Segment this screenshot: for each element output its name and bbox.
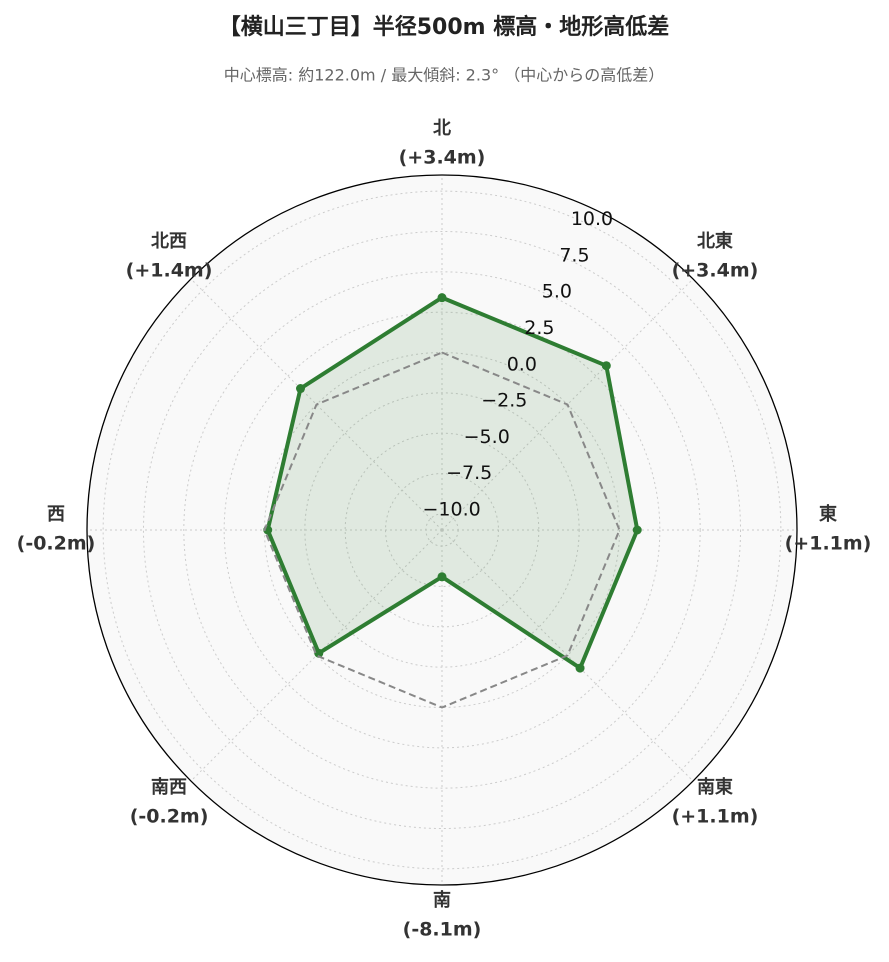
reference-line xyxy=(263,351,621,709)
grid-circle xyxy=(102,190,782,870)
data-point xyxy=(314,648,324,658)
data-point xyxy=(296,384,306,394)
r-tick-label: 10.0 xyxy=(571,208,613,230)
r-tick-label: −10.0 xyxy=(423,499,481,521)
category-label: 西 xyxy=(47,504,65,525)
r-tick-label: −5.0 xyxy=(464,426,510,448)
grid-circle xyxy=(304,392,580,668)
category-label: 北東 xyxy=(697,230,733,252)
r-tick-label: 7.5 xyxy=(559,244,589,266)
value-label: (+1.1m) xyxy=(785,533,872,555)
r-tick-label: 0.0 xyxy=(507,353,537,375)
category-label: 南西 xyxy=(151,776,187,798)
value-label: (+3.4m) xyxy=(672,260,759,282)
value-label: (-0.2m) xyxy=(130,805,209,827)
spoke xyxy=(190,529,443,782)
data-point xyxy=(601,361,611,371)
value-label: (-8.1m) xyxy=(403,919,482,941)
value-label: (+1.1m) xyxy=(672,805,759,827)
value-label: (+1.4m) xyxy=(126,260,213,282)
category-label: 南 xyxy=(433,889,451,911)
value-label: (+3.4m) xyxy=(399,147,486,169)
chart-title: 【横山三丁目】半径500m 標高・地形高低差 xyxy=(219,14,670,40)
r-tick-label: −7.5 xyxy=(446,462,492,484)
category-label: 北 xyxy=(433,118,451,139)
outer-frame xyxy=(86,174,798,886)
r-tick-label: 5.0 xyxy=(542,281,572,303)
data-point xyxy=(437,293,447,303)
category-label: 南東 xyxy=(697,776,733,798)
value-label: (-0.2m) xyxy=(17,533,96,555)
grid-circle xyxy=(142,230,742,830)
category-label: 北西 xyxy=(151,231,187,252)
grid-circle xyxy=(223,311,661,749)
category-label: 東 xyxy=(819,503,837,525)
r-tick-label: 2.5 xyxy=(524,317,554,339)
data-point xyxy=(575,663,585,673)
r-tick-label: −2.5 xyxy=(481,390,527,412)
chart-subtitle: 中心標高: 約122.0m / 最大傾斜: 2.3° （中心からの高低差） xyxy=(224,66,664,85)
data-point xyxy=(632,525,642,535)
grid-circle xyxy=(183,271,701,789)
spoke xyxy=(441,529,694,782)
data-point xyxy=(437,572,447,582)
spoke xyxy=(441,278,694,531)
spoke xyxy=(190,278,443,531)
